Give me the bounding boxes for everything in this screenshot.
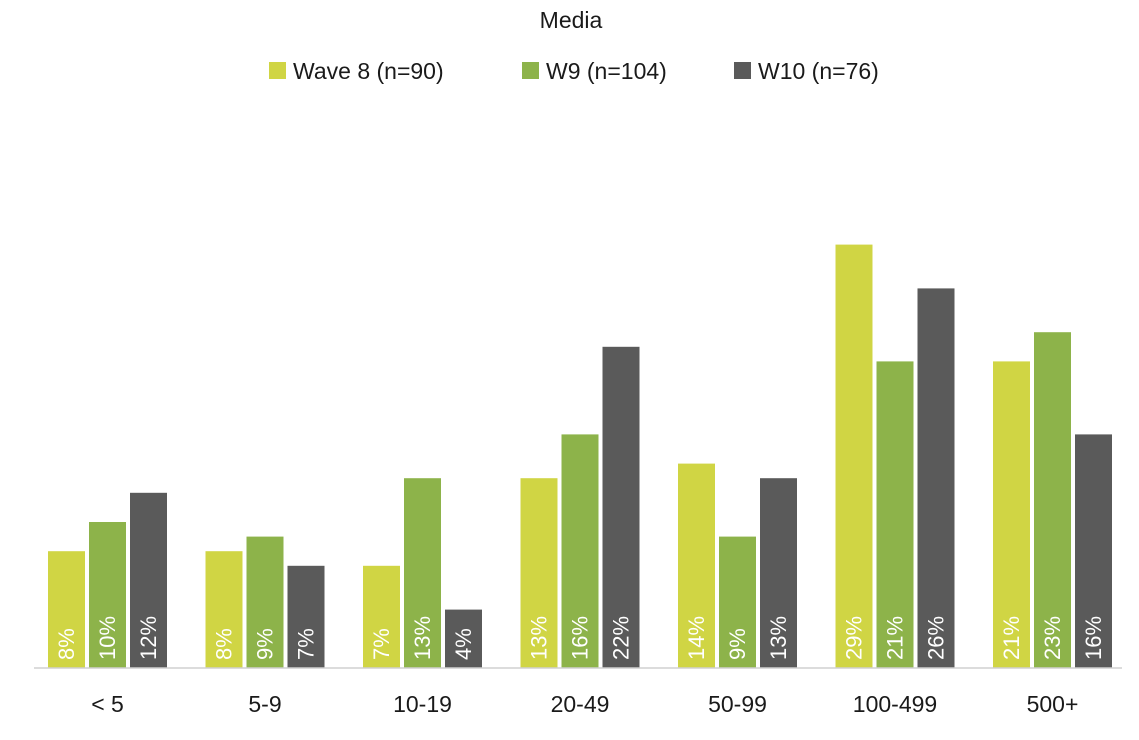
bar — [835, 244, 873, 668]
bar — [719, 536, 756, 668]
bar — [48, 551, 85, 668]
data-label: 13% — [766, 616, 791, 660]
bar — [404, 478, 441, 668]
bar — [678, 463, 715, 668]
data-label: 8% — [54, 628, 79, 660]
data-label: 13% — [410, 616, 435, 660]
bar — [993, 361, 1030, 668]
legend-swatch — [734, 62, 751, 79]
data-label: 14% — [684, 616, 709, 660]
bar — [130, 492, 167, 668]
x-tick-labels: < 5 5-9 10-19 20-49 50-99 100-499 500+ — [91, 691, 1078, 717]
data-label: 8% — [212, 628, 237, 660]
bars-group: 8% 10% 12% 8% 9% 7% 7% 13% 4% 13% 16% 22% 14% 9% 13% 29… — [48, 244, 1112, 668]
bar — [1075, 434, 1112, 668]
x-tick-label: 10-19 — [393, 691, 452, 717]
data-label: 16% — [1081, 616, 1106, 660]
data-label: 22% — [609, 616, 634, 660]
bar — [1034, 332, 1071, 668]
x-tick-label: 20-49 — [551, 691, 610, 717]
data-label: 21% — [999, 616, 1024, 660]
data-label: 9% — [725, 628, 750, 660]
bar — [287, 565, 325, 668]
data-label: 10% — [95, 616, 120, 660]
chart-title: Media — [540, 7, 603, 33]
legend-label: W10 (n=76) — [758, 58, 879, 84]
legend-label: W9 (n=104) — [546, 58, 667, 84]
legend: Wave 8 (n=90) W9 (n=104) W10 (n=76) — [269, 58, 879, 84]
bar — [561, 434, 599, 668]
bar — [876, 361, 914, 668]
bar — [445, 609, 482, 668]
data-label: 9% — [253, 628, 278, 660]
x-tick-label: 500+ — [1027, 691, 1079, 717]
legend-swatch — [269, 62, 286, 79]
data-label: 4% — [451, 628, 476, 660]
bar — [760, 478, 797, 668]
bar — [89, 522, 126, 668]
legend-label: Wave 8 (n=90) — [293, 58, 444, 84]
data-label: 26% — [924, 616, 949, 660]
data-label: 23% — [1040, 616, 1065, 660]
bar — [246, 536, 284, 668]
data-label: 7% — [294, 628, 319, 660]
x-tick-label: 50-99 — [708, 691, 767, 717]
bar — [917, 288, 955, 668]
x-tick-label: 100-499 — [853, 691, 937, 717]
bar — [205, 551, 243, 668]
data-label: 29% — [842, 616, 867, 660]
data-label: 7% — [369, 628, 394, 660]
data-label: 21% — [883, 616, 908, 660]
data-label: 13% — [527, 616, 552, 660]
data-label: 12% — [136, 616, 161, 660]
x-tick-label: 5-9 — [248, 691, 281, 717]
bar — [363, 565, 400, 668]
legend-swatch — [522, 62, 539, 79]
x-tick-label: < 5 — [91, 691, 124, 717]
bar — [602, 346, 640, 668]
data-label: 16% — [568, 616, 593, 660]
bar — [520, 478, 558, 668]
